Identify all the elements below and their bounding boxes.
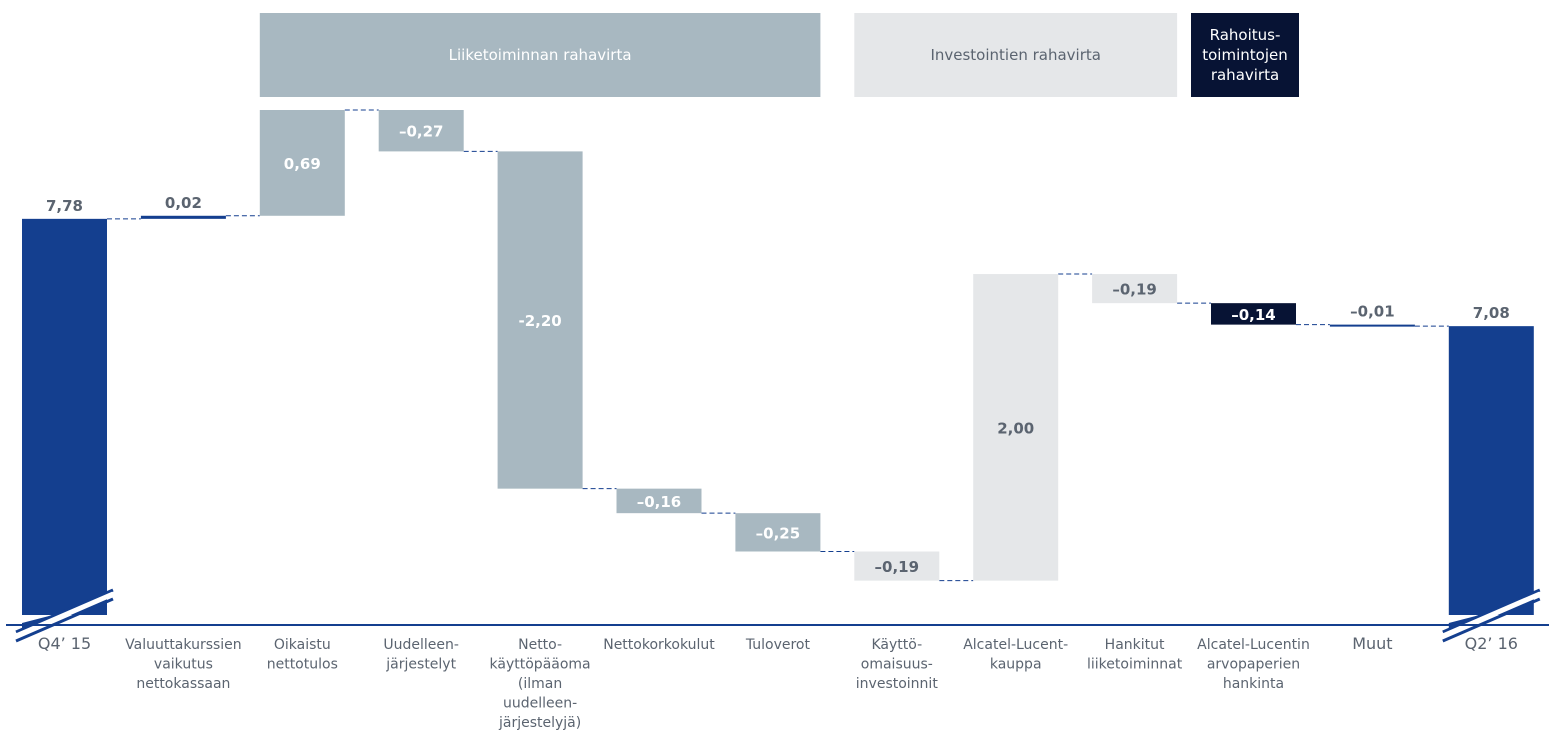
bar-q4-15 [22, 218, 107, 615]
bar-alcatel-lucentin-arvopaperien-hankinta [1211, 303, 1296, 325]
bar-valuuttakurssien-vaikutus-nettokassaan [140, 215, 226, 219]
value-label: –0,14 [1231, 306, 1276, 324]
category-label: (ilman [518, 676, 562, 692]
category-label: Tuloverot [745, 637, 811, 653]
bar-oikaistu-nettotulos [259, 110, 345, 216]
bar-q2-16 [1448, 326, 1534, 615]
category-label: Valuuttakurssien [125, 637, 242, 653]
category-label: vaikutus [154, 657, 213, 673]
axis-break-line [15, 597, 114, 643]
bar-käyttö-omaisuus-investoinnit [854, 551, 940, 581]
category-label: nettotulos [267, 657, 338, 673]
header-label-financing: Rahoitus- [1210, 26, 1281, 44]
header-financing [1191, 13, 1299, 97]
category-label: järjestelyt [385, 657, 456, 673]
bar-alcatel-lucent-kauppa [973, 274, 1059, 581]
value-label: 7,08 [1473, 304, 1510, 322]
header-label-financing: toimintojen [1202, 46, 1287, 64]
bar-netto-käyttöpääoma-ilman-uudelleen-järjestelyjä [497, 151, 583, 489]
value-label: –0,25 [756, 524, 801, 542]
category-label: Hankitut [1105, 637, 1165, 653]
value-label: –0,19 [1112, 281, 1157, 299]
category-label: järjestelyjä) [498, 715, 581, 731]
bar-muut [1329, 324, 1415, 327]
value-label: 0,69 [284, 155, 321, 173]
header-label-investing: Investointien rahavirta [930, 46, 1100, 64]
category-label: Nettokorkokulut [603, 637, 715, 653]
value-label: -2,20 [518, 312, 561, 330]
category-label: Oikaistu [274, 637, 331, 653]
category-label: Alcatel-Lucent- [963, 637, 1068, 653]
header-investing [854, 13, 1178, 97]
value-label: 0,02 [165, 194, 202, 212]
value-label: 2,00 [997, 419, 1034, 437]
value-label: –0,27 [399, 123, 444, 141]
category-label: käyttöpääoma [490, 657, 591, 673]
value-labels: 7,78 0,02 0,69 –0,27 -2,20 –0,16 –0,25 –0,19 2,0… [46, 123, 1510, 576]
connector-lines [107, 109, 1449, 582]
category-label: Käyttö- [871, 637, 922, 653]
category-label: arvopaperien [1207, 657, 1300, 673]
axis-break-gap [15, 591, 114, 639]
category-label: Muut [1352, 634, 1392, 653]
bar-nettokorkokulut [616, 488, 702, 514]
value-label: –0,19 [875, 558, 920, 576]
bar-hankitut-liiketoiminnat [1092, 274, 1178, 304]
category-label: Netto- [518, 637, 562, 653]
group-headers: Liiketoiminnan rahavirta Investointien ra… [259, 13, 1299, 97]
bar-tuloverot [735, 513, 821, 552]
category-label: Uudelleen- [383, 637, 459, 653]
category-label: kauppa [990, 657, 1042, 673]
category-label: nettokassaan [136, 676, 230, 692]
category-label: uudelleen- [503, 696, 577, 712]
bars [15, 110, 1541, 647]
category-label: hankinta [1223, 676, 1284, 692]
bar-uudelleen-järjestelyt [378, 110, 464, 152]
category-labels: Q4’ 15 Valuuttakurssien vaikutus nettokassa… [38, 634, 1518, 731]
category-label: Q4’ 15 [38, 634, 91, 653]
value-label: –0,01 [1350, 303, 1395, 321]
category-label: investoinnit [856, 676, 939, 692]
axis-break-line [1442, 597, 1541, 643]
header-label-operating: Liiketoiminnan rahavirta [449, 46, 632, 64]
axis-break-gap [1441, 591, 1541, 639]
value-label: –0,16 [637, 493, 682, 511]
header-operating [259, 13, 821, 97]
category-label: omaisuus- [861, 657, 933, 673]
value-label: 7,78 [46, 197, 83, 215]
header-label-financing: rahavirta [1211, 66, 1279, 84]
category-label: liiketoiminnat [1087, 657, 1183, 673]
category-label: Alcatel-Lucentin [1197, 637, 1310, 653]
category-label: Q2’ 16 [1465, 634, 1518, 653]
